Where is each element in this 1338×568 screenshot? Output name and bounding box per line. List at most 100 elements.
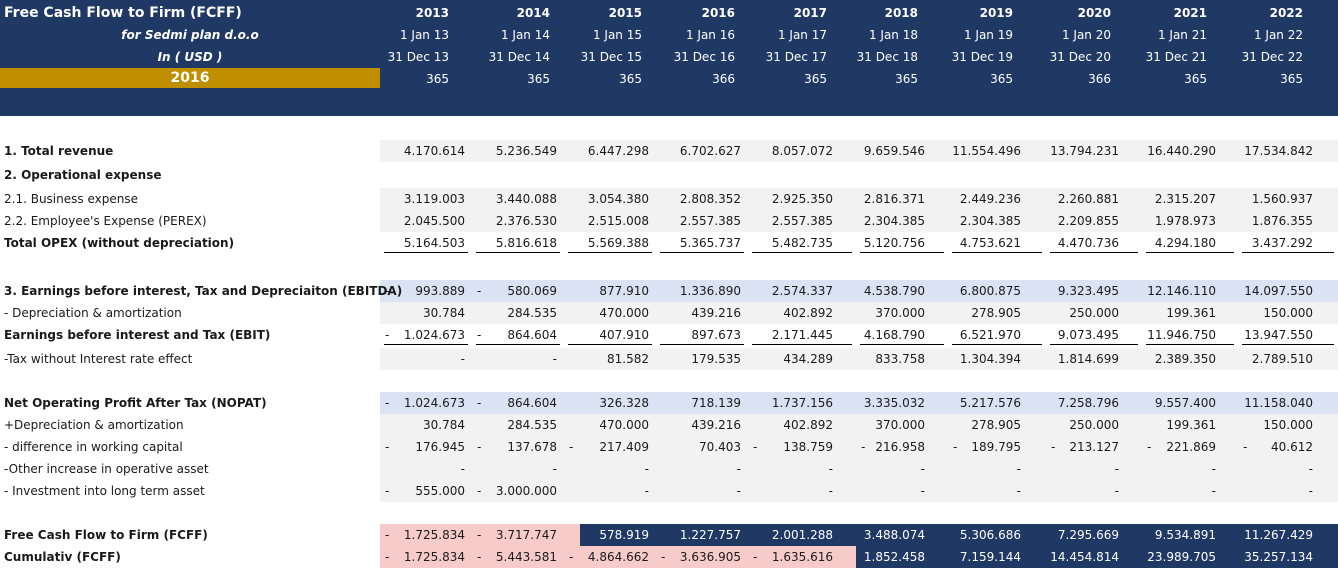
cell-value[interactable]: 2.808.352 bbox=[679, 192, 741, 206]
cell-value[interactable]: 877.910 bbox=[599, 284, 649, 298]
cell-value[interactable]: 3.119.003 bbox=[403, 192, 465, 206]
cell-value[interactable]: 4.538.790 bbox=[863, 284, 925, 298]
cell-value[interactable]: 5.569.388 bbox=[587, 236, 649, 250]
cell-value[interactable]: 2.515.008 bbox=[587, 214, 649, 228]
cell-value[interactable]: 35.257.134 bbox=[1244, 550, 1313, 564]
cell-value[interactable]: 7.295.669 bbox=[1057, 528, 1119, 542]
cell-value[interactable]: 470.000 bbox=[599, 306, 649, 320]
cell-value[interactable]: - bbox=[920, 484, 925, 498]
cell-value[interactable]: 150.000 bbox=[1263, 306, 1313, 320]
cell-value[interactable]: - bbox=[736, 484, 741, 498]
cell-value[interactable]: 2.304.385 bbox=[959, 214, 1021, 228]
cell-value[interactable]: 2.789.510 bbox=[1251, 352, 1313, 366]
cell-value[interactable]: 993.889 bbox=[415, 284, 465, 298]
cell-value[interactable]: 370.000 bbox=[875, 306, 925, 320]
cell-value[interactable]: 2.574.337 bbox=[771, 284, 833, 298]
cell-value[interactable]: 8.057.072 bbox=[771, 144, 833, 158]
cell-value[interactable]: 284.535 bbox=[507, 306, 557, 320]
cell-value[interactable]: 9.557.400 bbox=[1154, 396, 1216, 410]
cell-value[interactable]: 1.978.973 bbox=[1154, 214, 1216, 228]
cell-value[interactable]: 833.758 bbox=[875, 352, 925, 366]
cell-value[interactable]: 250.000 bbox=[1069, 418, 1119, 432]
cell-value[interactable]: 1.725.834 bbox=[403, 528, 465, 542]
cell-value[interactable]: - bbox=[828, 484, 833, 498]
cell-value[interactable]: 2.209.855 bbox=[1057, 214, 1119, 228]
cell-value[interactable]: - bbox=[736, 462, 741, 476]
cell-value[interactable]: 326.328 bbox=[599, 396, 649, 410]
cell-value[interactable]: 70.403 bbox=[699, 440, 741, 454]
cell-value[interactable]: 2.816.371 bbox=[863, 192, 925, 206]
cell-value[interactable]: 13.794.231 bbox=[1050, 144, 1119, 158]
cell-value[interactable]: 439.216 bbox=[691, 418, 741, 432]
cell-value[interactable]: 1.560.937 bbox=[1251, 192, 1313, 206]
cell-value[interactable]: 30.784 bbox=[423, 418, 465, 432]
cell-value[interactable]: 2.171.445 bbox=[771, 328, 833, 342]
cell-value[interactable]: 5.164.503 bbox=[403, 236, 465, 250]
cell-value[interactable]: 9.073.495 bbox=[1057, 328, 1119, 342]
cell-value[interactable]: 2.315.207 bbox=[1154, 192, 1216, 206]
cell-value[interactable]: 138.759 bbox=[783, 440, 833, 454]
cell-value[interactable]: 3.440.088 bbox=[495, 192, 557, 206]
cell-value[interactable]: 5.816.618 bbox=[495, 236, 557, 250]
cell-value[interactable]: 2.045.500 bbox=[403, 214, 465, 228]
cell-value[interactable]: 580.069 bbox=[507, 284, 557, 298]
cell-value[interactable]: 6.800.875 bbox=[959, 284, 1021, 298]
cell-value[interactable]: 9.323.495 bbox=[1057, 284, 1119, 298]
cell-value[interactable]: - bbox=[1016, 484, 1021, 498]
cell-value[interactable]: 407.910 bbox=[599, 328, 649, 342]
cell-value[interactable]: 3.717.747 bbox=[495, 528, 557, 542]
cell-value[interactable]: 864.604 bbox=[507, 328, 557, 342]
cell-value[interactable]: 2.449.236 bbox=[959, 192, 1021, 206]
cell-value[interactable]: 7.258.796 bbox=[1057, 396, 1119, 410]
cell-value[interactable]: 199.361 bbox=[1166, 418, 1216, 432]
cell-value[interactable]: 1.227.757 bbox=[679, 528, 741, 542]
cell-value[interactable]: 11.158.040 bbox=[1244, 396, 1313, 410]
cell-value[interactable]: 2.304.385 bbox=[863, 214, 925, 228]
cell-value[interactable]: 278.905 bbox=[971, 306, 1021, 320]
cell-value[interactable]: 5.443.581 bbox=[495, 550, 557, 564]
cell-value[interactable]: - bbox=[460, 352, 465, 366]
cell-value[interactable]: 555.000 bbox=[415, 484, 465, 498]
cell-value[interactable]: - bbox=[1016, 462, 1021, 476]
cell-value[interactable]: 221.869 bbox=[1166, 440, 1216, 454]
cell-value[interactable]: 4.168.790 bbox=[863, 328, 925, 342]
cell-value[interactable]: - bbox=[1211, 484, 1216, 498]
cell-value[interactable]: 216.958 bbox=[875, 440, 925, 454]
cell-value[interactable]: 439.216 bbox=[691, 306, 741, 320]
cell-value[interactable]: 4.864.662 bbox=[587, 550, 649, 564]
cell-value[interactable]: 176.945 bbox=[415, 440, 465, 454]
cell-value[interactable]: 718.139 bbox=[691, 396, 741, 410]
cell-value[interactable]: 5.236.549 bbox=[495, 144, 557, 158]
cell-value[interactable]: 4.170.614 bbox=[403, 144, 465, 158]
cell-value[interactable]: 897.673 bbox=[691, 328, 741, 342]
cell-value[interactable]: 3.488.074 bbox=[863, 528, 925, 542]
cell-value[interactable]: 5.120.756 bbox=[863, 236, 925, 250]
cell-value[interactable]: 402.892 bbox=[783, 418, 833, 432]
cell-value[interactable]: 370.000 bbox=[875, 418, 925, 432]
cell-value[interactable]: - bbox=[644, 462, 649, 476]
cell-value[interactable]: 2.557.385 bbox=[679, 214, 741, 228]
selected-year-cell[interactable]: 2016 bbox=[0, 68, 380, 88]
cell-value[interactable]: 1.725.834 bbox=[403, 550, 465, 564]
cell-value[interactable]: 1.024.673 bbox=[403, 396, 465, 410]
cell-value[interactable]: 2.557.385 bbox=[771, 214, 833, 228]
cell-value[interactable]: 3.054.380 bbox=[587, 192, 649, 206]
cell-value[interactable]: 6.521.970 bbox=[959, 328, 1021, 342]
cell-value[interactable]: 284.535 bbox=[507, 418, 557, 432]
cell-value[interactable]: 2.001.288 bbox=[771, 528, 833, 542]
cell-value[interactable]: 17.534.842 bbox=[1244, 144, 1313, 158]
cell-value[interactable]: 189.795 bbox=[971, 440, 1021, 454]
cell-value[interactable]: - bbox=[1308, 484, 1313, 498]
cell-value[interactable]: 5.217.576 bbox=[959, 396, 1021, 410]
cell-value[interactable]: 81.582 bbox=[607, 352, 649, 366]
cell-value[interactable]: 14.454.814 bbox=[1050, 550, 1119, 564]
cell-value[interactable]: 2.376.530 bbox=[495, 214, 557, 228]
cell-value[interactable]: 9.659.546 bbox=[863, 144, 925, 158]
cell-value[interactable]: 2.260.881 bbox=[1057, 192, 1119, 206]
cell-value[interactable]: 11.554.496 bbox=[952, 144, 1021, 158]
cell-value[interactable]: 14.097.550 bbox=[1244, 284, 1313, 298]
cell-value[interactable]: 434.289 bbox=[783, 352, 833, 366]
cell-value[interactable]: 137.678 bbox=[507, 440, 557, 454]
cell-value[interactable]: 1.635.616 bbox=[771, 550, 833, 564]
cell-value[interactable]: 3.437.292 bbox=[1251, 236, 1313, 250]
